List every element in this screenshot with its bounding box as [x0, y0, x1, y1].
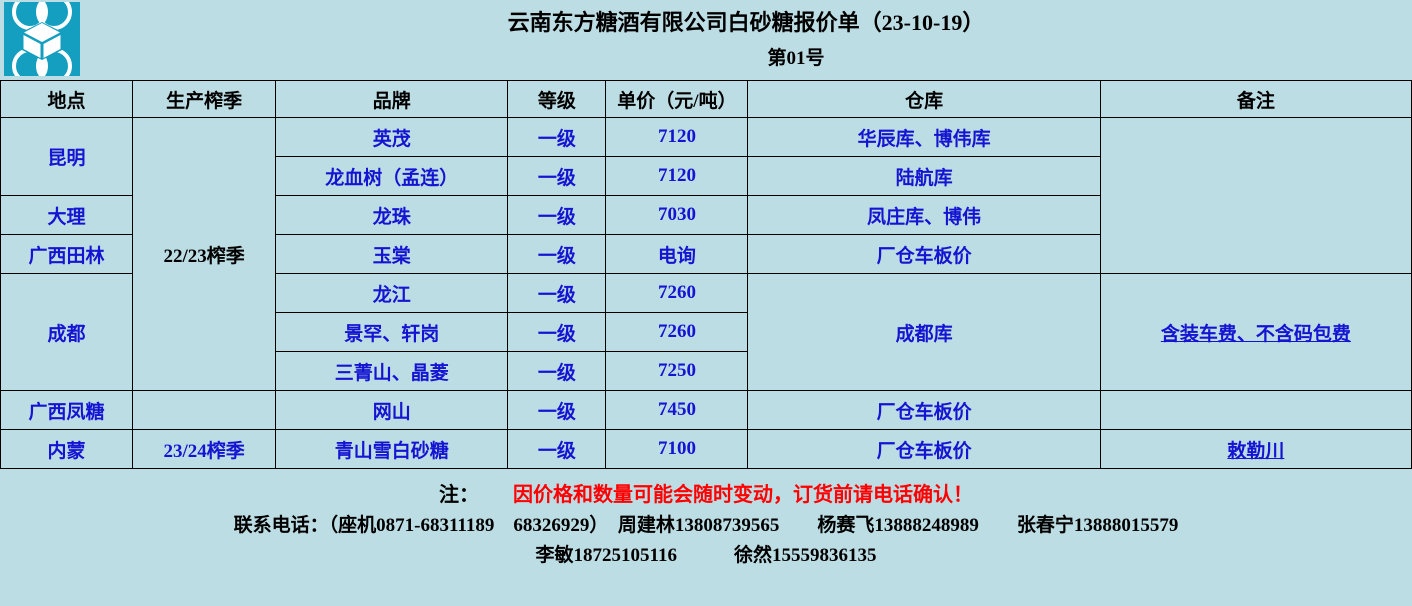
price-table: 地点 生产榨季 品牌 等级 单价（元/吨） 仓库 备注 昆明 22/23榨季 英… [0, 80, 1412, 469]
cell-brand: 龙血树（孟连） [275, 156, 509, 196]
column-header-unit-price: 单价（元/吨） [605, 80, 749, 118]
cell-price: 电询 [605, 234, 749, 274]
title-block: 云南东方糖酒有限公司白砂糖报价单（23-10-19） 第01号 [90, 0, 1402, 80]
document-footer: 注： 因价格和数量可能会随时变动，订货前请电话确认！ 联系电话：（座机0871-6… [0, 469, 1412, 571]
column-header-grade: 等级 [507, 80, 607, 118]
cell-warehouse: 厂仓车板价 [747, 429, 1101, 469]
company-logo [4, 2, 80, 76]
cell-price: 7260 [605, 312, 749, 352]
table-row: 龙血树（孟连） 一级 7120 陆航库 [1, 156, 1412, 196]
cell-brand: 青山雪白砂糖 [275, 429, 509, 469]
cell-price: 7250 [605, 351, 749, 391]
column-header-location: 地点 [0, 80, 134, 118]
table-row-inner-mongolia: 内蒙 23/24榨季 青山雪白砂糖 一级 7100 厂仓车板价 敕勒川 [0, 429, 1412, 469]
cell-warehouse: 凤庄库、博伟 [747, 195, 1101, 235]
cell-location-chengdu: 成都 [0, 273, 134, 391]
cell-season-main-2 [132, 390, 277, 430]
cell-grade: 一级 [507, 312, 607, 352]
cell-brand: 龙江 [275, 273, 509, 313]
cell-grade: 一级 [507, 156, 607, 196]
cell-warehouse: 华辰库、博伟库 [747, 117, 1101, 157]
table-header-row: 地点 生产榨季 品牌 等级 单价（元/吨） 仓库 备注 [0, 80, 1412, 118]
cell-grade: 一级 [507, 234, 607, 274]
cell-warehouse: 厂仓车板价 [747, 234, 1101, 274]
page-title: 云南东方糖酒有限公司白砂糖报价单（23-10-19） [507, 10, 985, 35]
cell-grade: 一级 [507, 390, 607, 430]
contact-line-2: 李敏18725105116 徐然15559836135 [535, 545, 877, 566]
column-header-warehouse: 仓库 [747, 80, 1101, 118]
cell-remark-chengdu: 含装车费、不含码包费 [1099, 273, 1412, 391]
contact-line-1: 联系电话：（座机0871-68311189 68326929） 周建林13808… [233, 515, 1179, 536]
cell-grade: 一级 [507, 351, 607, 391]
cell-brand: 玉棠 [275, 234, 509, 274]
cell-location-dali: 大理 [0, 195, 134, 235]
cell-location-inner-mongolia: 内蒙 [0, 429, 134, 469]
cell-warehouse-chengdu: 成都库 [747, 273, 1101, 391]
cell-remark-inner-mongolia: 敕勒川 [1099, 429, 1412, 469]
note-text: 因价格和数量可能会随时变动，订货前请电话确认！ [513, 484, 973, 506]
cell-price: 7120 [605, 156, 749, 196]
column-header-remark: 备注 [1099, 80, 1412, 118]
table-row: 广西田林 玉棠 一级 电询 厂仓车板价 [0, 234, 1412, 274]
cell-warehouse: 陆航库 [747, 156, 1101, 196]
cell-brand: 三菁山、晶菱 [275, 351, 509, 391]
table-row: 成都 龙江 一级 7260 成都库 含装车费、不含码包费 [0, 273, 1412, 391]
remark-underlined-text: 敕勒川 [1227, 440, 1285, 462]
cell-grade: 一级 [507, 429, 607, 469]
cell-location-kunming: 昆明 [0, 117, 134, 196]
cell-price: 7030 [605, 195, 749, 235]
cell-location-guangxi-tianlin: 广西田林 [0, 234, 134, 274]
cell-brand: 景罕、轩岗 [275, 312, 509, 352]
cell-remark-empty [1099, 390, 1412, 430]
cell-price: 7120 [605, 117, 749, 157]
cell-brand: 龙珠 [275, 195, 509, 235]
cell-grade: 一级 [507, 117, 607, 157]
cell-season-inner-mongolia: 23/24榨季 [132, 429, 277, 469]
remark-underlined-text: 含装车费、不含码包费 [1160, 323, 1351, 345]
column-header-season: 生产榨季 [132, 80, 277, 118]
table-row: 大理 龙珠 一级 7030 凤庄库、博伟 [0, 195, 1412, 235]
table-row: 广西凤糖 网山 一级 7450 厂仓车板价 [0, 390, 1412, 430]
cell-price: 7100 [605, 429, 749, 469]
document-header: 云南东方糖酒有限公司白砂糖报价单（23-10-19） 第01号 [0, 0, 1412, 80]
cell-remark-empty [1099, 117, 1412, 274]
cell-grade: 一级 [507, 273, 607, 313]
cell-warehouse: 厂仓车板价 [747, 390, 1101, 430]
cell-brand: 英茂 [275, 117, 509, 157]
column-header-brand: 品牌 [275, 80, 509, 118]
cell-grade: 一级 [507, 195, 607, 235]
note-line: 注： 因价格和数量可能会随时变动，订货前请电话确认！ [0, 479, 1412, 511]
cell-location-guangxi-fengtang: 广西凤糖 [0, 390, 134, 430]
document-number: 第01号 [767, 48, 825, 69]
cell-price: 7260 [605, 273, 749, 313]
table-row: 昆明 22/23榨季 英茂 一级 7120 华辰库、博伟库 [0, 117, 1412, 391]
cell-season-main: 22/23榨季 [132, 117, 277, 391]
cell-price: 7450 [605, 390, 749, 430]
cube-logo-icon [4, 2, 80, 76]
note-label: 注： [439, 484, 479, 506]
cell-brand: 网山 [275, 390, 509, 430]
